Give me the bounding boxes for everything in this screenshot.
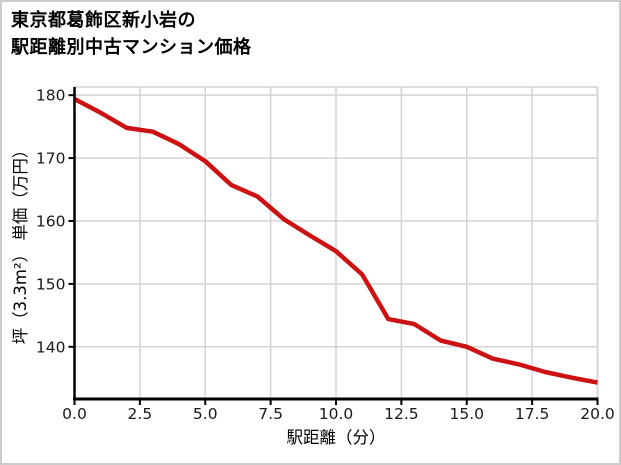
y-tick-label: 140 [36,338,66,356]
y-tick-label: 170 [36,150,66,168]
x-tick-label: 0.0 [62,405,87,423]
x-tick-label: 20.0 [580,405,615,423]
x-axis-label: 駅距離（分） [287,428,386,447]
tick-labels: 0.0 2.5 5.0 7.5 10.0 12.5 15.0 17.5 20.0 140 150 16… [36,87,615,423]
x-tick-label: 7.5 [258,405,283,423]
x-tick-label: 5.0 [193,405,218,423]
x-tick-label: 17.5 [515,405,550,423]
y-tick-label: 160 [36,212,66,230]
x-tick-label: 15.0 [449,405,484,423]
gridlines [74,86,599,399]
y-axis-label: 坪（3.3m²） 単価（万円） [11,142,30,345]
x-tick-label: 2.5 [128,405,153,423]
chart-title-line2: 駅距離別中古マンション価格 [11,37,252,58]
x-tick-label: 10.0 [319,405,354,423]
chart-title: 東京都葛飾区新小岩の 駅距離別中古マンション価格 [11,7,252,61]
price-line [73,97,598,385]
chart-title-line1: 東京都葛飾区新小岩の [11,10,196,31]
y-tick-label: 180 [36,87,66,105]
x-tick-label: 12.5 [384,405,419,423]
axes [68,87,599,405]
y-tick-label: 150 [36,275,66,293]
